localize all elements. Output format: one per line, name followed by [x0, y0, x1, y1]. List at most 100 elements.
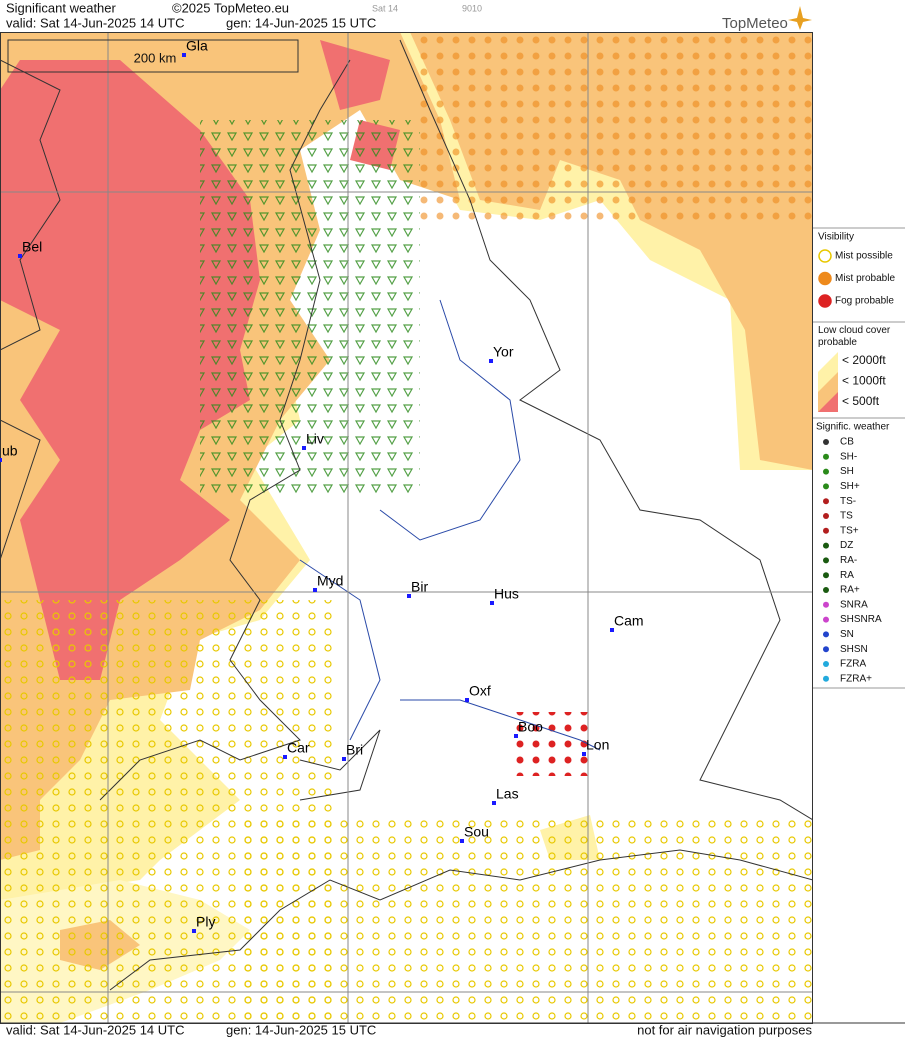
- city-label: Gla: [186, 38, 208, 54]
- legend-item: SH+: [840, 481, 860, 492]
- legend-item: SH-: [840, 451, 857, 462]
- legend-icon: [823, 557, 829, 564]
- city-marker: [182, 53, 186, 57]
- legend-icon: [823, 542, 829, 549]
- legend-item: RA+: [840, 585, 860, 596]
- city-marker: [489, 359, 493, 363]
- city-marker: [342, 757, 346, 761]
- city-label: Ply: [196, 914, 215, 930]
- logo: [788, 6, 812, 30]
- legend-item: FZRA: [840, 659, 866, 670]
- city-marker: [465, 698, 469, 702]
- legend-item: Mist possible: [835, 251, 893, 262]
- valid: valid: Sat 14-Jun-2025 14 UTC: [6, 15, 184, 30]
- city-label: Bri: [346, 742, 363, 758]
- legend-item: RA: [840, 570, 854, 581]
- legend-item: RA-: [840, 555, 857, 566]
- legend-item: CB: [840, 437, 854, 448]
- legend-item: Fog probable: [835, 296, 894, 307]
- city-marker: [313, 588, 317, 592]
- city-marker: [492, 801, 496, 805]
- legend-icon: [818, 271, 832, 286]
- legend-item: TS+: [840, 525, 859, 536]
- legend-icon: [823, 675, 829, 682]
- legend-title: Low cloud cover probable: [818, 325, 891, 348]
- city-label: Boo: [518, 719, 543, 735]
- footer-note: not for air navigation purposes: [637, 1022, 812, 1037]
- city-marker: [407, 594, 411, 598]
- city-marker: [0, 458, 2, 462]
- legend-item: < 1000ft: [842, 374, 886, 388]
- showers: [200, 120, 420, 500]
- city-label: Oxf: [469, 683, 491, 699]
- legend-item: Mist probable: [835, 273, 895, 284]
- city-label: Myd: [317, 573, 343, 589]
- legend-icon: [823, 483, 829, 490]
- legend-item: FZRA+: [840, 673, 872, 684]
- low-cloud-500: [0, 60, 260, 680]
- legend-item: SH: [840, 466, 854, 477]
- legend-icon: [823, 439, 829, 445]
- city-label: Lon: [586, 737, 609, 753]
- city-marker: [283, 755, 287, 759]
- legend-icon: [823, 601, 829, 608]
- legend-icon: [823, 661, 829, 667]
- scale-label: 200 km: [134, 50, 177, 65]
- footer-valid: valid: Sat 14-Jun-2025 14 UTC: [6, 1022, 184, 1037]
- rivers: [299, 299, 601, 751]
- grid: [0, 32, 813, 1023]
- city-marker: [302, 446, 306, 450]
- code: 9010: [462, 3, 482, 13]
- fog-probable: [510, 712, 590, 776]
- footer-gen: gen: 14-Jun-2025 15 UTC: [226, 1022, 376, 1037]
- legend-item: SNRA: [840, 599, 868, 610]
- city-marker: [610, 628, 614, 632]
- legend-icon: [818, 249, 832, 263]
- legend-title: Visibility: [818, 232, 854, 243]
- legend-item: SHSN: [840, 644, 868, 655]
- city-marker: [460, 839, 464, 843]
- title: Significant weather: [6, 0, 117, 15]
- city-label: Bir: [411, 579, 428, 595]
- legend-item: < 500ft: [842, 394, 880, 408]
- legend-item: SHSNRA: [840, 614, 882, 625]
- city-marker: [18, 254, 22, 258]
- day: Sat 14: [372, 3, 398, 13]
- copyright: ©2025 TopMeteo.eu: [172, 0, 289, 15]
- city-marker: [514, 734, 518, 738]
- legend-title: Signific. weather: [816, 422, 890, 433]
- legend-icon: [823, 572, 829, 579]
- city-label: Bel: [22, 239, 42, 255]
- legend-icon: [823, 587, 829, 593]
- mist-probable: [420, 32, 813, 222]
- legend-icon: [823, 513, 829, 519]
- city-marker: [192, 929, 196, 933]
- city-label: Liv: [306, 431, 324, 447]
- legend-item: DZ: [840, 540, 853, 551]
- scale-box: [7, 39, 299, 73]
- legend-icon: [823, 646, 829, 653]
- brand: TopMeteo: [722, 15, 788, 32]
- gen: gen: 14-Jun-2025 15 UTC: [226, 15, 376, 30]
- legend-item: TS-: [840, 496, 856, 507]
- legend-icon: [818, 392, 838, 412]
- city-label: Car: [287, 740, 310, 756]
- city-label: Hus: [494, 586, 519, 602]
- city-label: Cam: [614, 613, 644, 629]
- legend-item: < 2000ft: [842, 353, 886, 367]
- low-cloud-500: [320, 40, 390, 110]
- city-marker: [582, 752, 586, 756]
- legend-icon: [823, 527, 829, 534]
- legend-item: TS: [840, 511, 853, 522]
- legend-icon: [823, 468, 829, 475]
- legend-icon: [818, 294, 832, 308]
- legend-icon: [823, 631, 829, 638]
- mist-possible: [240, 820, 813, 1023]
- coastline: [0, 39, 813, 991]
- city-marker: [490, 601, 494, 605]
- city-label: Yor: [493, 344, 514, 360]
- map: 200 km: [0, 32, 813, 1023]
- legend-icon: [823, 616, 829, 623]
- city-label: Las: [496, 786, 519, 802]
